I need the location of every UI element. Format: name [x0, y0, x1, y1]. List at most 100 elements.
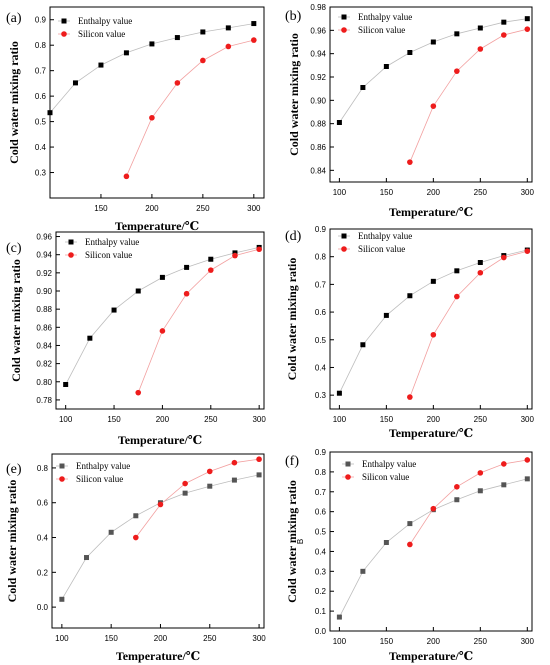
data-point [501, 19, 507, 25]
data-point [407, 394, 413, 400]
legend-label: Enthalpy value [76, 461, 130, 471]
data-point [454, 268, 460, 274]
data-point [231, 459, 238, 466]
data-point [524, 26, 531, 32]
data-point [87, 335, 93, 341]
data-point [159, 328, 166, 334]
legend-marker [341, 27, 347, 33]
data-point [108, 529, 114, 535]
y-tick-label: 0.7 [315, 488, 327, 497]
series-2 [123, 37, 257, 180]
y-tick-label: 0.5 [315, 528, 327, 537]
x-tick-label: 200 [427, 415, 441, 424]
y-tick-label: 0.84 [36, 341, 52, 350]
x-axis-title: Temperature/℃ [389, 649, 473, 663]
data-point [477, 269, 484, 276]
y-tick-label: 0.6 [37, 499, 49, 508]
y-tick-label: 0.8 [315, 253, 327, 262]
data-point [123, 50, 129, 56]
x-tick-label: 100 [333, 637, 347, 646]
series-2 [407, 26, 531, 165]
legend-marker [59, 463, 65, 469]
data-point [98, 62, 104, 68]
y-tick-label: 0.6 [315, 508, 327, 517]
y-tick-label: 0.9 [35, 16, 47, 25]
y-tick-label: 0.4 [35, 143, 47, 152]
legend-marker [341, 14, 347, 20]
x-tick-label: 100 [333, 188, 347, 197]
legend-item: Enthalpy value [65, 237, 139, 247]
data-point [477, 46, 484, 52]
data-point [174, 80, 181, 86]
x-tick-label: 250 [474, 188, 488, 197]
y-tick-label: 0.0 [37, 603, 49, 612]
x-axis-title: Temperature/℃ [116, 649, 200, 663]
panel-label: (b) [285, 9, 302, 24]
y-origin-label: 0.0 [315, 627, 327, 636]
x-tick-label: 200 [154, 634, 168, 643]
data-point [383, 312, 389, 318]
data-point [477, 488, 483, 494]
y-tick-label: 0.88 [310, 120, 326, 129]
y-tick-label: 0.92 [310, 73, 326, 82]
series-line [409, 459, 528, 545]
data-point [135, 389, 142, 396]
x-tick-label: 150 [380, 188, 394, 197]
data-point [524, 248, 531, 254]
series-line [137, 248, 260, 393]
y-tick-label: 0.78 [36, 396, 52, 405]
data-point [232, 252, 238, 259]
legend-marker [59, 476, 65, 482]
legend-label: Enthalpy value [85, 237, 139, 247]
data-point [360, 342, 366, 348]
x-tick-label: 150 [94, 204, 108, 213]
y-tick-label: 0.80 [36, 378, 52, 387]
data-point [501, 254, 507, 261]
legend-item: Enthalpy value [338, 231, 412, 241]
legend-label: Enthalpy value [362, 459, 416, 469]
x-tick-label: 250 [203, 634, 217, 643]
x-tick-label: 250 [204, 415, 218, 424]
x-tick-label: 100 [333, 415, 347, 424]
legend-marker [68, 239, 74, 245]
data-point [407, 50, 413, 55]
data-point [231, 477, 237, 483]
y-tick-label: 0.8 [35, 41, 47, 50]
data-point [251, 37, 257, 43]
series-1 [336, 16, 530, 125]
data-point [407, 541, 413, 548]
data-point [111, 307, 117, 313]
legend-item: Enthalpy value [338, 12, 412, 22]
y-tick-label: 0.92 [36, 269, 52, 278]
x-tick-label: 200 [427, 188, 441, 197]
legend-label: Enthalpy value [78, 16, 132, 26]
data-point [157, 501, 164, 508]
data-point [454, 31, 460, 37]
y-side-label: B [296, 539, 305, 544]
series-line [409, 250, 528, 398]
y-tick-label: 0.5 [315, 336, 327, 345]
y-axis-title: Cold water mixing ratio [9, 259, 23, 382]
legend-label: Silicon value [78, 29, 125, 39]
y-tick-label: 0.86 [36, 323, 52, 332]
series-1 [63, 244, 262, 387]
y-tick-label: 0.84 [310, 166, 326, 175]
legend-item: Silicon value [56, 474, 123, 484]
data-point [256, 456, 262, 463]
series-line [135, 458, 260, 538]
y-tick-label: 0.3 [35, 169, 47, 178]
y-tick-label: 0.6 [35, 92, 47, 101]
data-point [133, 534, 139, 541]
data-point [360, 85, 366, 90]
data-point [182, 480, 188, 487]
chart-panel-6: 100 150 200 250 300 0.1 0.2 0.3 0.4 0.5 0.6 0.7 0.8 0… [285, 448, 535, 663]
data-point [207, 267, 214, 273]
plot-frame [49, 6, 265, 199]
data-point [524, 457, 531, 463]
legend-item: Silicon value [338, 25, 405, 35]
legend-marker [345, 474, 351, 480]
x-tick-label: 300 [252, 634, 266, 643]
data-point [207, 483, 213, 489]
panel-label: (d) [285, 229, 302, 244]
data-point [183, 290, 190, 297]
